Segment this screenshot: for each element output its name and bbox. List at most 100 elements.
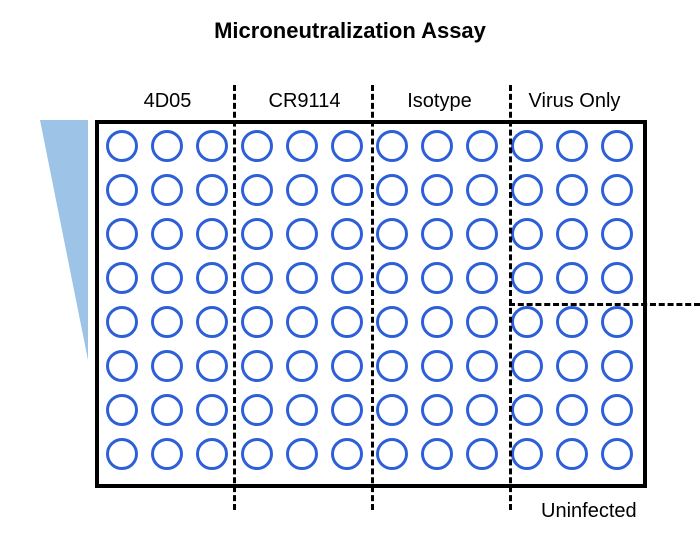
well: [241, 350, 273, 382]
diagram-title: Microneutralization Assay: [0, 18, 700, 44]
well: [196, 218, 228, 250]
well: [421, 130, 453, 162]
well: [556, 262, 588, 294]
well: [466, 394, 498, 426]
well: [601, 438, 633, 470]
well: [196, 394, 228, 426]
well: [151, 438, 183, 470]
well: [151, 262, 183, 294]
well: [421, 306, 453, 338]
well: [241, 438, 273, 470]
well: [601, 218, 633, 250]
well: [106, 350, 138, 382]
well: [106, 438, 138, 470]
well: [286, 350, 318, 382]
well: [421, 394, 453, 426]
well: [286, 218, 318, 250]
well: [331, 306, 363, 338]
well: [421, 218, 453, 250]
well: [556, 130, 588, 162]
well: [331, 350, 363, 382]
well: [106, 306, 138, 338]
well: [511, 262, 543, 294]
column-header: Virus Only: [507, 90, 642, 113]
well: [151, 174, 183, 206]
well: [556, 438, 588, 470]
well: [556, 174, 588, 206]
well: [511, 174, 543, 206]
well: [556, 394, 588, 426]
well: [151, 350, 183, 382]
column-divider: [509, 85, 512, 510]
well: [466, 350, 498, 382]
well: [331, 174, 363, 206]
dilution-triangle: [40, 120, 88, 360]
well: [106, 174, 138, 206]
well: [421, 174, 453, 206]
well: [286, 174, 318, 206]
well: [196, 350, 228, 382]
well: [241, 262, 273, 294]
well: [376, 394, 408, 426]
well: [196, 306, 228, 338]
uninfected-label: Uninfected: [541, 500, 637, 523]
column-header: CR9114: [237, 90, 372, 113]
well: [511, 306, 543, 338]
well: [511, 130, 543, 162]
well: [106, 394, 138, 426]
well: [286, 130, 318, 162]
well: [106, 218, 138, 250]
column-divider: [233, 85, 236, 510]
well: [241, 306, 273, 338]
well: [601, 174, 633, 206]
well: [286, 438, 318, 470]
well: [421, 262, 453, 294]
well: [511, 394, 543, 426]
column-header: 4D05: [100, 90, 235, 113]
well: [466, 218, 498, 250]
well: [466, 174, 498, 206]
well: [466, 438, 498, 470]
well: [601, 306, 633, 338]
well: [466, 262, 498, 294]
well: [286, 306, 318, 338]
well: [331, 218, 363, 250]
well: [331, 438, 363, 470]
well: [511, 438, 543, 470]
well: [196, 174, 228, 206]
well: [196, 438, 228, 470]
assay-diagram: Microneutralization Assay3-Fold Dilution…: [0, 0, 700, 549]
well: [241, 394, 273, 426]
well: [601, 130, 633, 162]
well: [556, 218, 588, 250]
well: [601, 262, 633, 294]
well: [556, 350, 588, 382]
well: [376, 438, 408, 470]
well: [241, 218, 273, 250]
well: [151, 306, 183, 338]
well: [331, 394, 363, 426]
well: [241, 174, 273, 206]
well: [376, 218, 408, 250]
well: [421, 350, 453, 382]
well: [151, 218, 183, 250]
well: [556, 306, 588, 338]
well: [376, 350, 408, 382]
well: [511, 350, 543, 382]
row-divider: [509, 303, 700, 306]
well: [376, 306, 408, 338]
well: [241, 130, 273, 162]
well: [196, 130, 228, 162]
well: [421, 438, 453, 470]
well: [151, 130, 183, 162]
well: [376, 130, 408, 162]
well: [331, 130, 363, 162]
well: [511, 218, 543, 250]
well: [331, 262, 363, 294]
well: [601, 350, 633, 382]
well: [376, 262, 408, 294]
well: [106, 262, 138, 294]
well: [466, 130, 498, 162]
well: [196, 262, 228, 294]
well: [286, 262, 318, 294]
